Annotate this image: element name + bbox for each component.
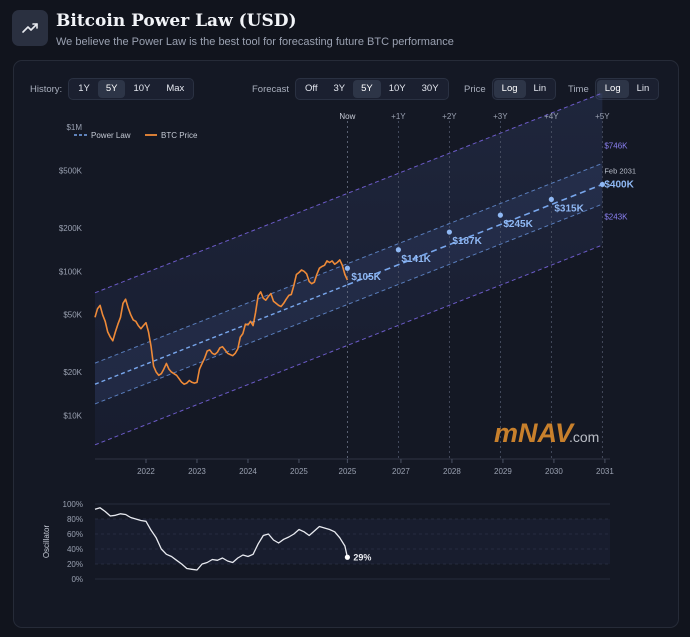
logo-badge [12,10,48,46]
y-tick-label: $20K [63,368,82,377]
chart-card: History: 1Y 5Y 10Y Max Forecast Off 3Y 5… [13,60,679,628]
forecast-marker-label: +4Y [544,112,559,121]
legend-power-law-label: Power Law [91,131,131,140]
osc-axis-label: Oscillator [42,524,51,558]
oscillator-current-point [344,554,351,560]
forecast-control: Forecast Off 3Y 5Y 10Y 30Y [252,78,449,100]
price-scale-label: Price [464,83,486,95]
time-scale-control: Time Log Lin [568,78,660,100]
osc-y-tick-label: 100% [63,500,83,509]
x-tick-label: 2027 [392,467,410,476]
legend-btc-price-label: BTC Price [161,131,198,140]
x-tick-label: 2031 [596,467,614,476]
forecast-final-value-label: $400K [604,179,634,190]
forecast-label: Forecast [252,83,289,95]
forecast-point [497,212,503,218]
forecast-marker-label: +3Y [493,112,508,121]
page-subtitle: We believe the Power Law is the best too… [56,36,454,48]
x-tick-label: 2029 [494,467,512,476]
lower-band-end-label: $243K [604,213,628,222]
forecast-toggle: Off 3Y 5Y 10Y 30Y [294,78,449,100]
y-tick-label: $100K [59,267,83,276]
history-toggle: 1Y 5Y 10Y Max [68,78,195,100]
watermark-brand: mNAV [494,418,575,448]
now-value-point [344,265,351,271]
time-scale-label: Time [568,83,589,95]
history-option-10y[interactable]: 10Y [133,83,151,94]
history-control: History: 1Y 5Y 10Y Max [30,78,195,100]
y-tick-label: $10K [63,412,82,421]
price-scale-control: Price Log Lin [464,78,557,100]
y-tick-label: $50K [63,311,82,320]
now-value-label: $105K [351,272,381,283]
osc-y-tick-label: 0% [71,575,83,584]
forecast-point [548,196,554,202]
forecast-value-label: $187K [452,236,482,247]
power-law-line-forecast [347,183,603,286]
forecast-marker-label: +2Y [442,112,457,121]
page-title: Bitcoin Power Law (USD) [56,11,297,31]
forecast-option-30y[interactable]: 30Y [421,83,439,94]
upper-band-end-label: $746K [604,141,628,150]
x-tick-label: 2024 [239,467,257,476]
y-tick-label: $200K [59,224,83,233]
forecast-option-off[interactable]: Off [304,83,318,94]
end-date-label: Feb 2031 [604,166,636,175]
history-option-max[interactable]: Max [166,83,185,94]
forecast-marker-label: +5Y [595,112,610,121]
page-header: Bitcoin Power Law (USD) We believe the P… [12,10,672,50]
osc-y-tick-label: 40% [67,545,83,554]
price-scale-option-lin[interactable]: Lin [533,83,547,94]
forecast-option-5y[interactable]: 5Y [353,80,381,98]
time-scale-option-lin[interactable]: Lin [636,83,650,94]
forecast-option-3y[interactable]: 3Y [333,83,346,94]
y-tick-label: $1M [66,123,82,132]
forecast-marker-label: +1Y [391,112,406,121]
time-scale-option-log[interactable]: Log [596,80,629,98]
forecast-value-label: $315K [554,203,584,214]
x-tick-label: 2025 [339,467,357,476]
osc-y-tick-label: 20% [67,560,83,569]
x-tick-label: 2028 [443,467,461,476]
forecast-point [446,229,452,235]
forecast-option-10y[interactable]: 10Y [388,83,406,94]
now-marker-label: Now [339,112,355,121]
history-label: History: [30,83,63,95]
history-option-1y[interactable]: 1Y [78,83,90,94]
power-law-line-history [94,284,348,385]
price-scale-toggle: Log Lin [491,78,557,100]
forecast-point [599,181,605,188]
x-tick-label: 2030 [545,467,563,476]
time-scale-toggle: Log Lin [594,78,660,100]
osc-mid-zone [95,519,610,564]
price-scale-option-log[interactable]: Log [493,80,526,98]
power-law-chart: $1M $500K $200K $100K $50K $20K $10K 2022 2023 20… [42,92,636,584]
oscillator-line [94,507,349,571]
osc-y-tick-label: 80% [67,515,83,524]
x-tick-label: 2023 [188,467,206,476]
forecast-value-label: $245K [503,219,533,230]
x-tick-label: 2022 [137,467,155,476]
forecast-value-label: $141K [401,254,431,265]
y-tick-label: $500K [59,166,83,175]
osc-y-tick-label: 60% [67,530,83,539]
x-tick-label: 2025 [290,467,308,476]
forecast-point [395,247,401,253]
trending-up-icon [22,23,38,33]
oscillator-current-label: 29% [353,552,371,562]
history-option-5y[interactable]: 5Y [97,80,126,98]
btc-price-line [94,259,349,385]
watermark-suffix: .com [569,429,599,445]
chart-controls: History: 1Y 5Y 10Y Max Forecast Off 3Y 5… [30,78,662,100]
